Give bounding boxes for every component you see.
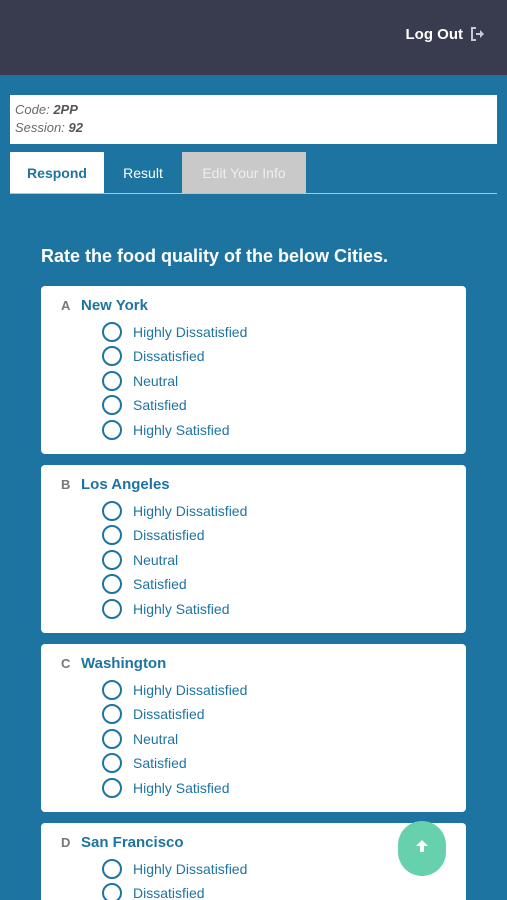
session-line: Session: 92 <box>15 119 492 137</box>
radio-button[interactable] <box>102 346 122 366</box>
item-letter: B <box>61 477 71 492</box>
radio-button[interactable] <box>102 550 122 570</box>
radio-button[interactable] <box>102 420 122 440</box>
sign-out-icon <box>469 25 487 43</box>
option-label: Neutral <box>133 731 179 747</box>
radio-button[interactable] <box>102 859 122 879</box>
radio-button[interactable] <box>102 704 122 724</box>
radio-button[interactable] <box>102 525 122 545</box>
question-card-san-francisco: D San Francisco Highly Dissatisfied Diss… <box>41 823 466 900</box>
top-bar: Log Out <box>0 0 507 75</box>
question-card-new-york: A New York Highly Dissatisfied Dissatisf… <box>41 286 466 454</box>
radio-button[interactable] <box>102 599 122 619</box>
tab-result[interactable]: Result <box>123 164 163 181</box>
logout-label: Log Out <box>405 25 463 43</box>
radio-button[interactable] <box>102 574 122 594</box>
session-info: Code: 2PP Session: 92 <box>10 95 497 144</box>
code-value: 2PP <box>53 102 78 117</box>
item-letter: C <box>61 656 71 671</box>
code-line: Code: 2PP <box>15 101 492 119</box>
option-satisfied[interactable]: Satisfied <box>102 752 187 774</box>
session-label: Session: <box>15 120 65 135</box>
option-label: Highly Dissatisfied <box>133 861 248 877</box>
code-label: Code: <box>15 102 50 117</box>
question-card-los-angeles: B Los Angeles Highly Dissatisfied Dissat… <box>41 465 466 633</box>
tab-respond[interactable]: Respond <box>10 152 104 193</box>
option-label: Highly Satisfied <box>133 422 230 438</box>
option-highly-satisfied[interactable]: Highly Satisfied <box>102 419 230 441</box>
card-header: D San Francisco <box>61 834 184 851</box>
item-letter: A <box>61 298 71 313</box>
radio-button[interactable] <box>102 395 122 415</box>
radio-button[interactable] <box>102 778 122 798</box>
radio-button[interactable] <box>102 753 122 773</box>
option-label: Dissatisfied <box>133 348 205 364</box>
option-highly-satisfied[interactable]: Highly Satisfied <box>102 598 230 620</box>
option-label: Satisfied <box>133 397 187 413</box>
session-value: 92 <box>68 120 83 135</box>
option-neutral[interactable]: Neutral <box>102 728 178 750</box>
option-label: Highly Satisfied <box>133 601 230 617</box>
option-label: Satisfied <box>133 755 187 771</box>
option-dissatisfied[interactable]: Dissatisfied <box>102 882 205 900</box>
question-card-washington: C Washington Highly Dissatisfied Dissati… <box>41 644 466 812</box>
option-satisfied[interactable]: Satisfied <box>102 394 187 416</box>
option-highly-satisfied[interactable]: Highly Satisfied <box>102 777 230 799</box>
question-title: Rate the food quality of the below Citie… <box>41 246 389 266</box>
item-city: Washington <box>81 655 167 672</box>
option-satisfied[interactable]: Satisfied <box>102 573 187 595</box>
option-neutral[interactable]: Neutral <box>102 370 178 392</box>
logout-button[interactable]: Log Out <box>406 25 487 43</box>
option-label: Dissatisfied <box>133 706 205 722</box>
option-label: Dissatisfied <box>133 527 205 543</box>
tab-bar: Respond Result Edit Your Info <box>10 152 497 194</box>
option-label: Highly Dissatisfied <box>133 503 248 519</box>
option-highly-dissatisfied[interactable]: Highly Dissatisfied <box>102 500 247 522</box>
radio-button[interactable] <box>102 680 122 700</box>
item-city: San Francisco <box>81 834 184 851</box>
option-label: Neutral <box>133 552 179 568</box>
radio-button[interactable] <box>102 729 122 749</box>
radio-button[interactable] <box>102 371 122 391</box>
option-highly-dissatisfied[interactable]: Highly Dissatisfied <box>102 858 247 880</box>
card-header: C Washington <box>61 655 166 672</box>
scroll-to-top-button[interactable] <box>398 821 446 876</box>
radio-button[interactable] <box>102 501 122 521</box>
arrow-up-icon <box>413 837 431 860</box>
option-dissatisfied[interactable]: Dissatisfied <box>102 524 205 546</box>
option-neutral[interactable]: Neutral <box>102 549 178 571</box>
option-label: Highly Satisfied <box>133 780 230 796</box>
tab-edit-your-info: Edit Your Info <box>182 152 306 193</box>
item-city: Los Angeles <box>81 476 170 493</box>
card-header: A New York <box>61 297 148 314</box>
option-label: Neutral <box>133 373 179 389</box>
option-label: Satisfied <box>133 576 187 592</box>
radio-button[interactable] <box>102 322 122 342</box>
option-dissatisfied[interactable]: Dissatisfied <box>102 345 205 367</box>
option-label: Highly Dissatisfied <box>133 682 248 698</box>
option-highly-dissatisfied[interactable]: Highly Dissatisfied <box>102 679 247 701</box>
card-header: B Los Angeles <box>61 476 170 493</box>
option-label: Dissatisfied <box>133 885 205 900</box>
option-dissatisfied[interactable]: Dissatisfied <box>102 703 205 725</box>
item-city: New York <box>81 297 148 314</box>
item-letter: D <box>61 835 71 850</box>
radio-button[interactable] <box>102 883 122 900</box>
option-label: Highly Dissatisfied <box>133 324 248 340</box>
option-highly-dissatisfied[interactable]: Highly Dissatisfied <box>102 321 247 343</box>
